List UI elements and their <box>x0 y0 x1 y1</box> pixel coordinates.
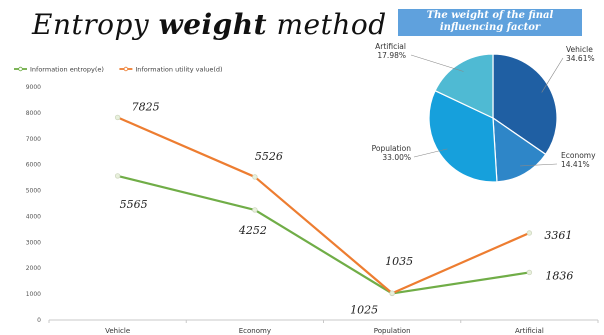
x-tick-label: Population <box>374 327 411 335</box>
pie-slice-percent: 33.00% <box>382 153 411 162</box>
pie-slice <box>428 89 498 183</box>
data-label: 7825 <box>132 100 160 113</box>
pie-slice-label: Economy <box>561 151 596 160</box>
pie-slice-percent: 34.61% <box>566 54 595 63</box>
y-tick-label: 5000 <box>26 188 41 195</box>
pie-leader-line <box>410 54 464 72</box>
legend-label: Information entropy(e) <box>30 65 104 73</box>
pie-slice-label: Population <box>372 144 412 153</box>
data-label: 1836 <box>545 269 573 282</box>
pie-slice-percent: 14.41% <box>561 160 590 169</box>
y-tick-label: 9000 <box>26 84 41 91</box>
y-tick-label: 2000 <box>26 265 41 272</box>
y-tick-label: 8000 <box>26 110 41 117</box>
data-point <box>526 230 533 236</box>
y-tick-label: 7000 <box>26 136 41 143</box>
line-chart: 0 1000 2000 3000 4000 5000 6000 7000 8000 9000 Veh… <box>14 65 599 335</box>
data-point <box>526 269 533 276</box>
y-tick-label: 6000 <box>26 162 41 169</box>
legend-marker <box>123 66 129 72</box>
pie-leader-line <box>541 57 564 93</box>
pie-slice-label: Artificial <box>375 42 406 51</box>
legend-label: Information utility value(d) <box>135 65 222 73</box>
y-tick-label: 4000 <box>26 213 41 220</box>
pie-leader-line <box>520 163 558 167</box>
series-line <box>117 174 530 295</box>
data-label: 1025 <box>350 303 378 316</box>
data-label: 4252 <box>238 224 267 237</box>
x-tick-label: Economy <box>239 327 271 335</box>
pie-slice <box>492 53 558 156</box>
pie-chart-title: The weight of the final influencing fact… <box>398 9 582 36</box>
data-label: 5526 <box>255 150 283 163</box>
slide-title-part2: weight <box>158 8 268 41</box>
slide-title-part1: Entropy <box>32 8 150 41</box>
slide-title-part3: method <box>276 8 387 41</box>
y-tick-label: 0 <box>37 317 41 324</box>
pie-slice-label: Vehicle <box>566 45 593 54</box>
x-tick-label: Artificial <box>515 327 544 335</box>
pie-leader-line <box>413 148 448 158</box>
data-point <box>114 114 121 121</box>
data-point <box>389 290 395 296</box>
pie-slice-percent: 17.98% <box>377 51 406 60</box>
legend-marker <box>18 66 23 72</box>
data-label: 1035 <box>385 255 413 268</box>
pie-slice <box>434 53 494 119</box>
data-point <box>252 174 258 180</box>
x-tick-label: Vehicle <box>105 327 130 335</box>
y-tick-label: 3000 <box>26 239 41 246</box>
data-point <box>252 207 258 213</box>
data-label: 3361 <box>544 229 572 242</box>
series-line <box>117 116 530 295</box>
slide-title: Entropy weight method <box>32 8 387 41</box>
pie-slice <box>492 116 547 183</box>
data-point <box>114 173 121 179</box>
data-label: 5565 <box>120 198 148 211</box>
y-tick-label: 1000 <box>26 291 41 298</box>
